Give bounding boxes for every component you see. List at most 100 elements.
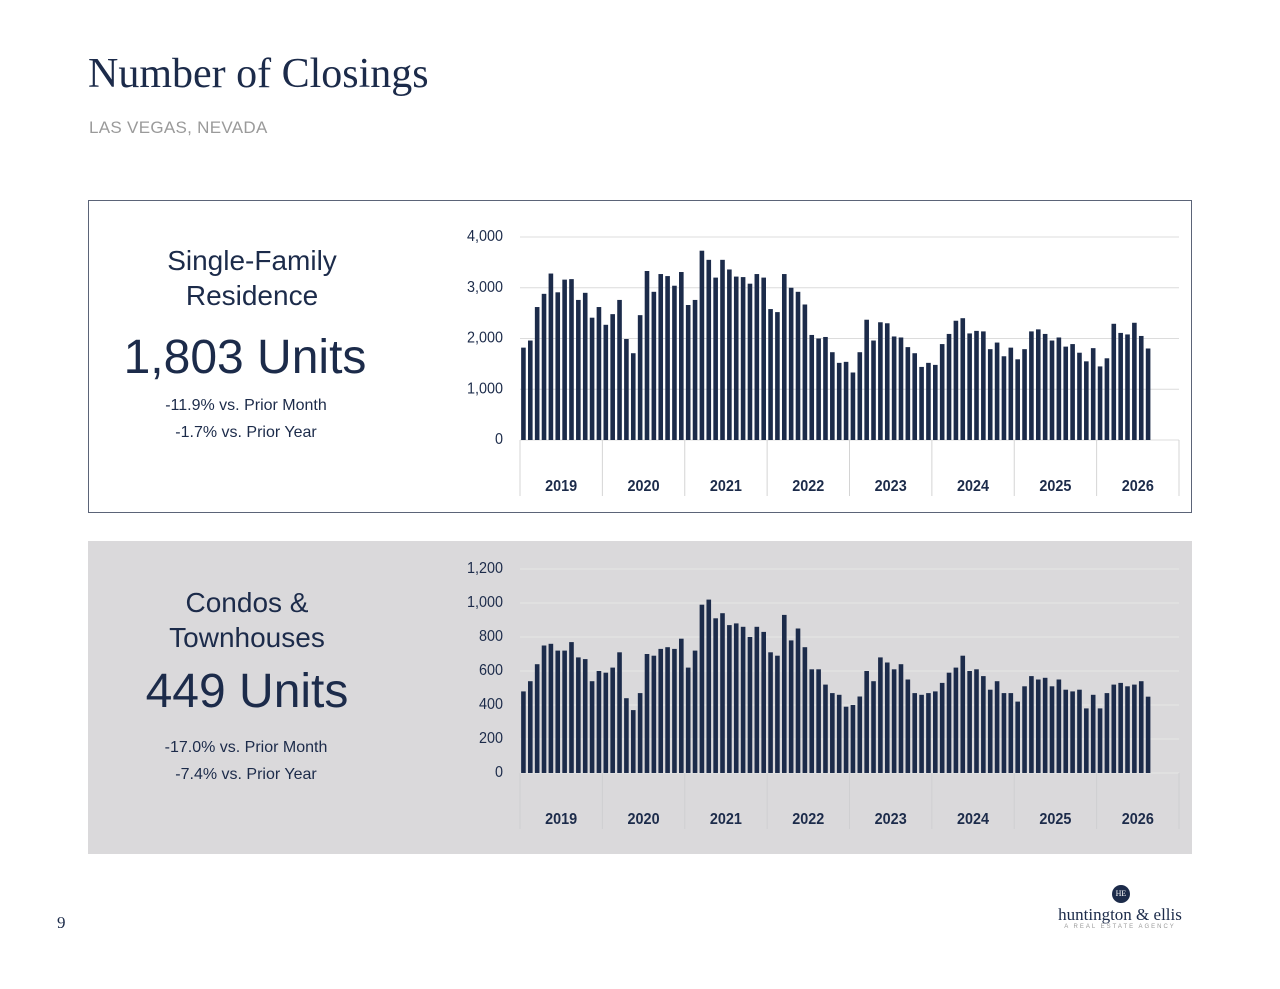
bar: [1015, 359, 1020, 440]
bar: [562, 650, 567, 773]
bar: [933, 364, 938, 440]
x-tick-label: 2025: [1039, 811, 1072, 829]
bar: [617, 299, 622, 440]
bar: [679, 638, 684, 773]
bar: [898, 337, 904, 440]
bar: [1035, 329, 1041, 440]
bar: [548, 643, 554, 773]
x-tick-label: 2022: [792, 811, 824, 829]
bar: [823, 336, 828, 440]
bar: [1077, 352, 1082, 440]
bar: [589, 681, 595, 773]
bar: [1029, 331, 1034, 440]
bar: [541, 645, 547, 773]
bar: [576, 299, 581, 440]
bar: [658, 648, 664, 773]
bar: [733, 623, 739, 773]
x-tick-label: 2026: [1122, 811, 1154, 829]
bar: [747, 283, 753, 440]
bar: [857, 352, 863, 440]
bar: [843, 361, 849, 440]
bar: [809, 334, 815, 440]
bar: [1132, 322, 1137, 440]
bar: [946, 672, 952, 773]
stat: -1.7% vs. Prior Year: [175, 424, 317, 441]
bar: [1022, 349, 1027, 440]
bar: [967, 333, 972, 440]
bar: [1042, 333, 1048, 440]
bar: [733, 276, 739, 440]
bar: [809, 669, 815, 773]
bar: [658, 274, 664, 440]
bar: [1138, 335, 1144, 440]
bar: [521, 691, 526, 773]
bar: [836, 694, 842, 773]
bar: [788, 640, 794, 773]
bar: [1125, 334, 1130, 440]
y-tick-label: 1,200: [467, 560, 503, 578]
x-tick-label: 2024: [957, 811, 990, 829]
bar: [527, 340, 533, 440]
x-tick-label: 2019: [545, 811, 577, 829]
bar: [624, 339, 629, 440]
bar: [987, 349, 993, 440]
y-tick-label: 800: [479, 628, 503, 646]
bar: [720, 259, 725, 440]
bar: [864, 319, 869, 440]
bar: [555, 650, 561, 773]
x-tick-label: 2021: [710, 811, 743, 829]
bar: [912, 693, 918, 773]
y-tick-label: 2,000: [467, 329, 503, 347]
bar: [637, 693, 643, 773]
bar: [713, 618, 718, 773]
bar: [1145, 696, 1151, 773]
x-tick-label: 2023: [875, 478, 907, 496]
y-tick-label: 0: [495, 764, 503, 782]
bar: [884, 662, 890, 773]
bar: [679, 272, 684, 440]
bar: [582, 659, 588, 773]
bar: [960, 655, 966, 773]
bar: [830, 352, 835, 440]
bar: [685, 305, 691, 440]
bar: [802, 304, 808, 440]
bar: [781, 274, 787, 440]
bar: [672, 648, 677, 773]
bar: [816, 669, 821, 773]
bar: [665, 276, 670, 440]
bar: [850, 372, 856, 440]
bar: [589, 317, 595, 440]
bar: [761, 631, 766, 773]
bar: [933, 691, 938, 773]
bar: [576, 657, 581, 773]
bar: [905, 347, 911, 440]
bar: [1029, 676, 1034, 773]
bar: [1118, 332, 1123, 440]
x-tick-label: 2025: [1039, 478, 1072, 496]
bar: [919, 366, 924, 440]
bar: [891, 336, 897, 440]
bar: [1001, 356, 1007, 440]
bar: [740, 626, 746, 773]
bar: [823, 684, 828, 773]
bar: [637, 315, 643, 440]
x-tick-label: 2024: [957, 478, 990, 496]
bar: [878, 657, 883, 773]
bar: [521, 347, 526, 440]
bar: [596, 671, 602, 773]
bar: [994, 342, 1000, 440]
bar: [541, 293, 547, 440]
bar: [994, 681, 1000, 773]
bar: [830, 693, 835, 773]
bar: [871, 681, 876, 773]
bar: [699, 250, 705, 440]
bar: [926, 693, 931, 773]
stat: -17.0% vs. Prior Month: [164, 739, 328, 756]
bar: [1097, 708, 1103, 773]
bar: [1008, 347, 1014, 440]
bar: [569, 642, 574, 773]
bar: [795, 628, 801, 773]
bar: [960, 318, 966, 440]
bar: [720, 613, 725, 773]
